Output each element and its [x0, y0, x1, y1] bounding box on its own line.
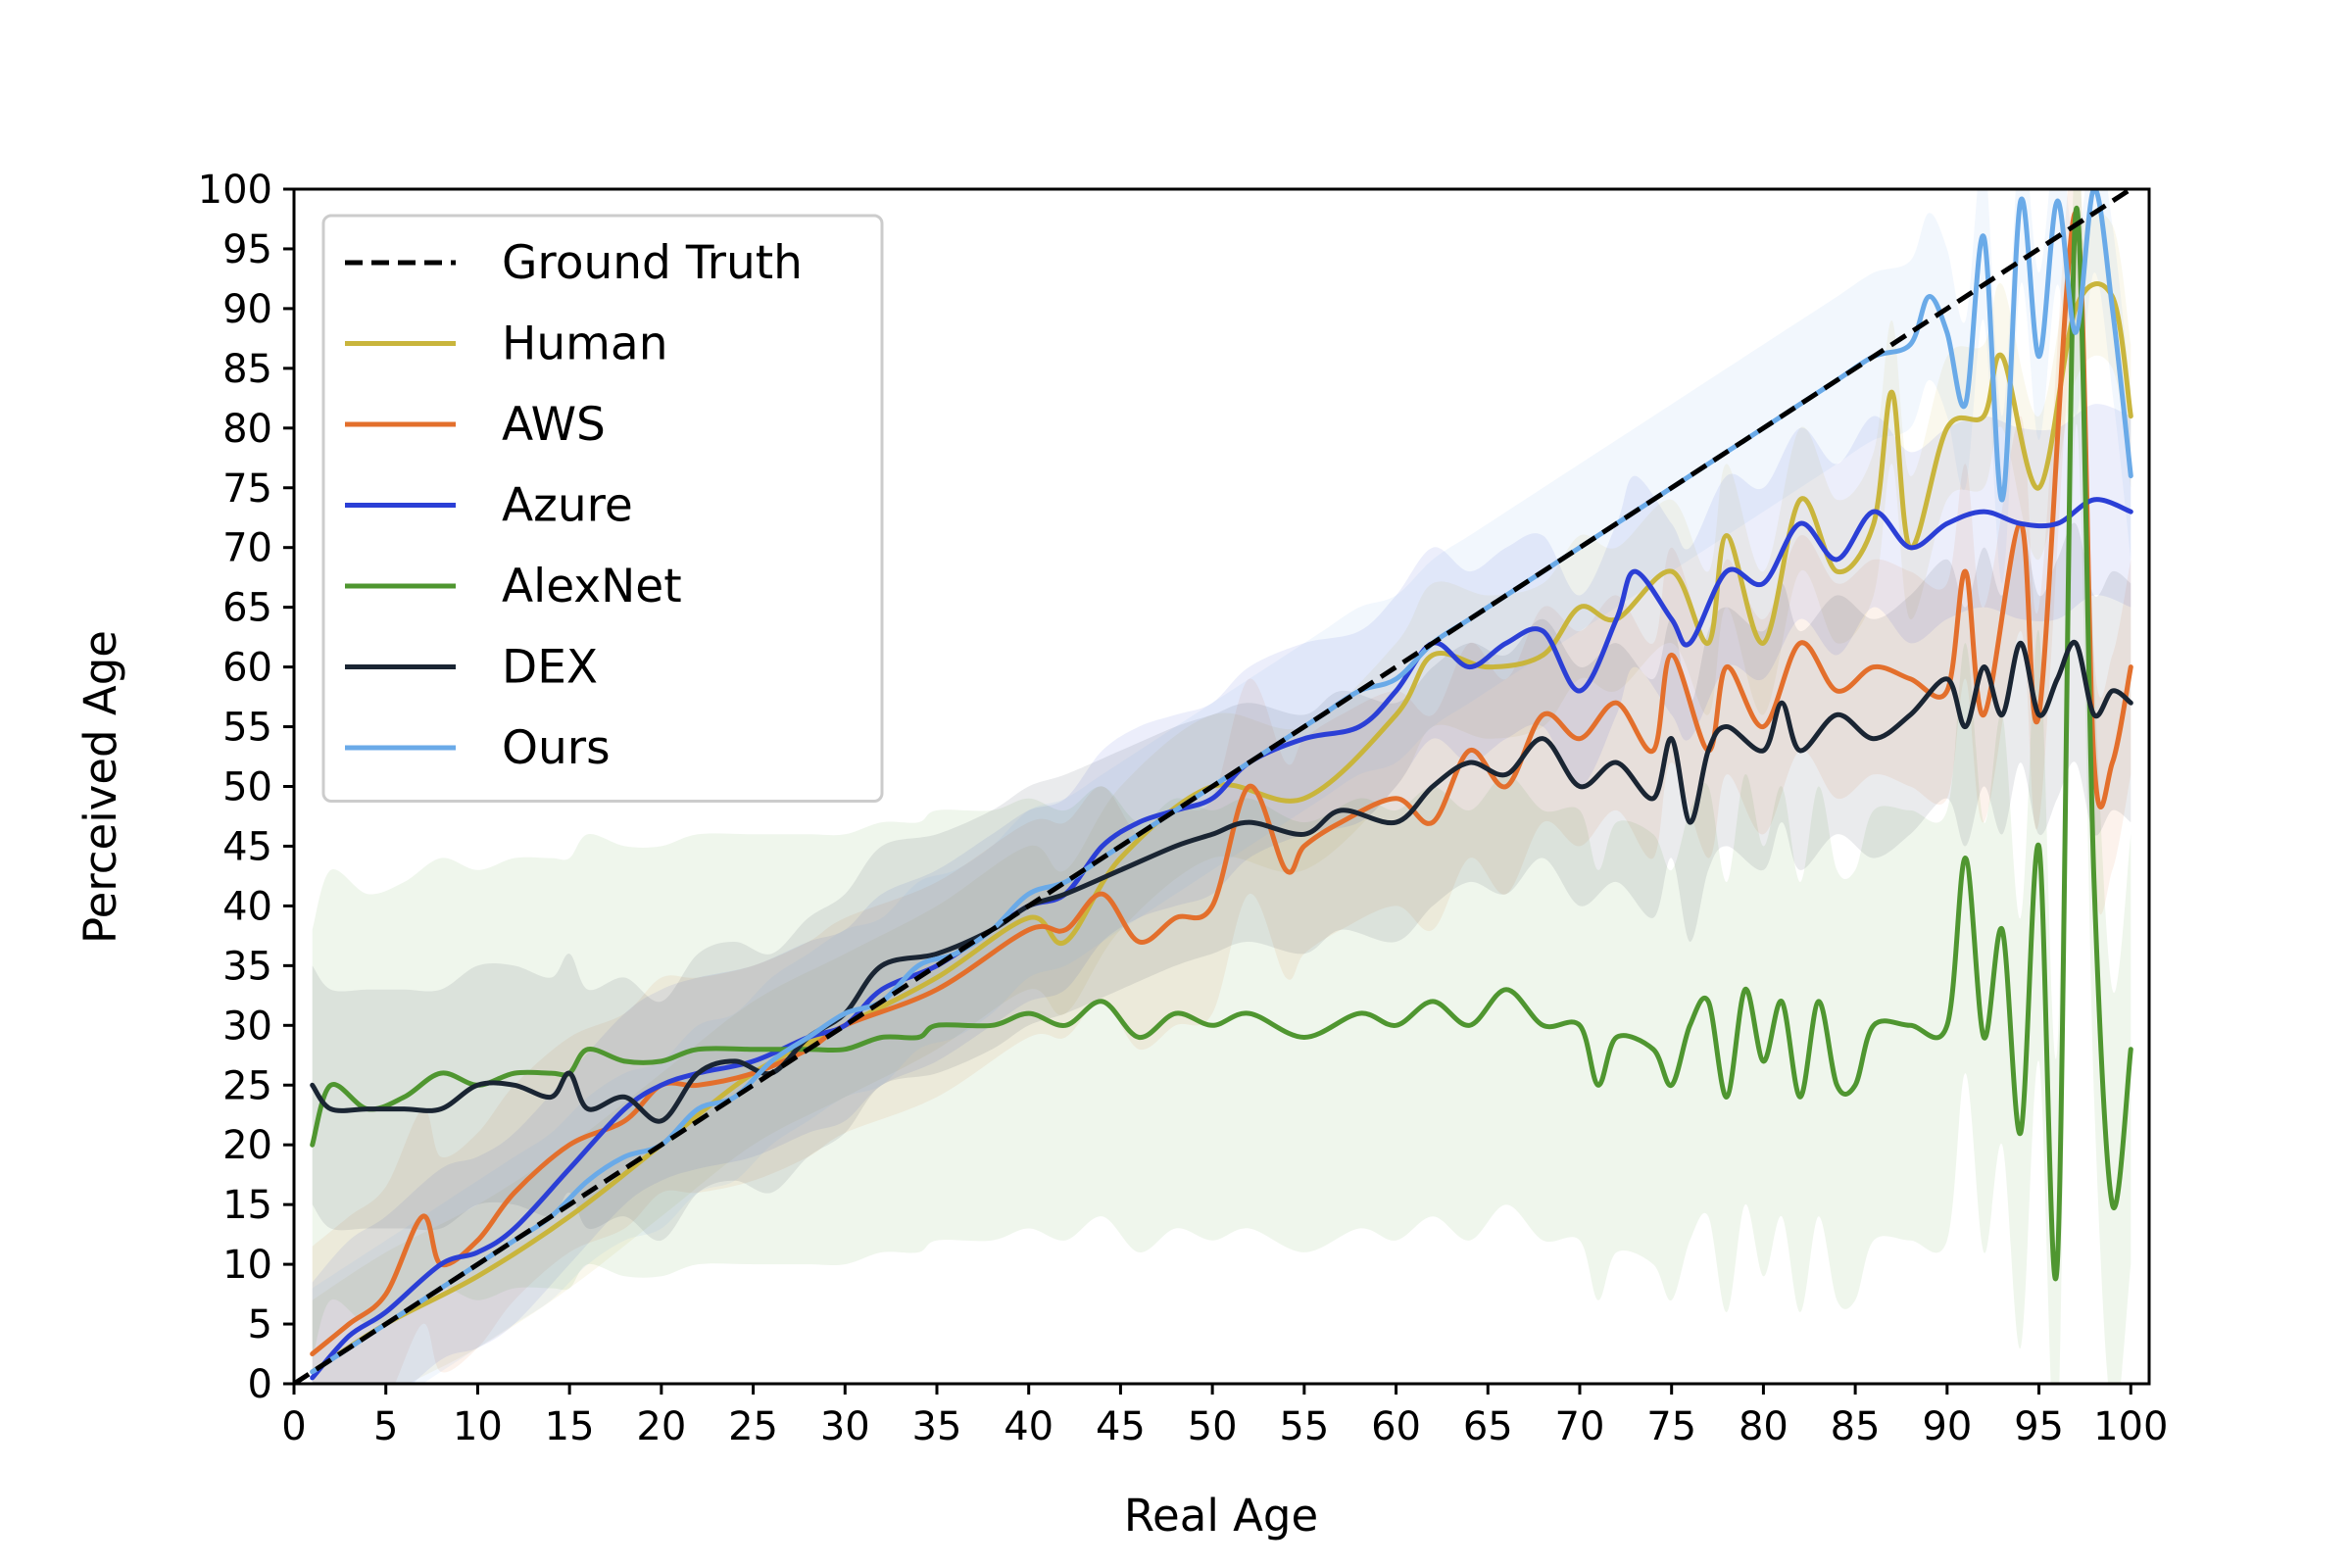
line-azure	[310, 497, 2133, 1381]
x-tick-label: 60	[1371, 1404, 1421, 1449]
x-tick-label: 40	[1004, 1404, 1054, 1449]
y-tick-label: 5	[248, 1302, 272, 1348]
x-tick-label: 35	[912, 1404, 962, 1449]
y-tick-label: 70	[222, 526, 272, 571]
x-tick-label: 30	[820, 1404, 870, 1449]
y-tick-label: 15	[222, 1183, 272, 1228]
x-tick-label: 90	[1922, 1404, 1972, 1449]
x-tick-label: 95	[2014, 1404, 2064, 1449]
x-tick-label: 80	[1739, 1404, 1788, 1449]
y-tick-label: 55	[222, 706, 272, 751]
band-alexnet	[312, 189, 2132, 1384]
y-tick-label: 25	[222, 1063, 272, 1108]
x-tick-label: 10	[453, 1404, 503, 1449]
line-ground-truth	[294, 189, 2132, 1384]
legend-box	[321, 214, 884, 803]
legend: Ground Truth Human AWS Azure AlexNet DEX Ours	[321, 214, 884, 803]
x-tick-label: 85	[1831, 1404, 1881, 1449]
y-tick-label: 35	[222, 944, 272, 989]
y-tick-label: 60	[222, 646, 272, 691]
x-tick-label: 55	[1279, 1404, 1329, 1449]
y-tick-label: 45	[222, 824, 272, 869]
x-tick-label: 75	[1646, 1404, 1696, 1449]
x-tick-label: 65	[1463, 1404, 1513, 1449]
legend-label-azure: Azure	[502, 479, 633, 533]
line-dex	[310, 640, 2133, 1124]
x-tick-label: 15	[545, 1404, 595, 1449]
y-tick-label: 10	[222, 1243, 272, 1288]
x-axis: 0 5 10 15 20 25 30 35 40 45 50 55 60 65 70 75 80 85 90 95 10…	[281, 1384, 2168, 1449]
legend-label-alexnet: AlexNet	[502, 560, 682, 613]
y-tick-label: 100	[198, 168, 272, 213]
band-azure	[312, 404, 2132, 1384]
y-tick-label: 20	[222, 1123, 272, 1168]
legend-label-human: Human	[502, 318, 668, 371]
band-human	[312, 212, 2132, 1384]
y-axis-title: Perceived Age	[74, 630, 126, 944]
x-axis-title: Real Age	[1124, 1490, 1318, 1542]
y-tick-label: 65	[222, 586, 272, 631]
y-tick-label: 90	[222, 287, 272, 332]
legend-label-aws: AWS	[502, 398, 606, 452]
y-tick-label: 80	[222, 407, 272, 452]
y-tick-label: 95	[222, 227, 272, 272]
x-tick-label: 45	[1096, 1404, 1146, 1449]
line-alexnet	[310, 206, 2133, 1281]
x-tick-label: 25	[728, 1404, 778, 1449]
series-lines	[294, 189, 2133, 1384]
y-tick-label: 30	[222, 1004, 272, 1049]
y-axis: 0 5 10 15 20 25 30 35 40 45 50 55 60 65 70 75 80 85 90 95 10…	[198, 168, 294, 1407]
y-tick-label: 40	[222, 884, 272, 929]
y-tick-label: 75	[222, 466, 272, 512]
legend-label-dex: DEX	[502, 641, 598, 695]
x-tick-label: 100	[2093, 1404, 2168, 1449]
x-tick-label: 5	[373, 1404, 398, 1449]
x-tick-label: 70	[1555, 1404, 1605, 1449]
x-tick-label: 20	[636, 1404, 686, 1449]
line-human	[310, 281, 2133, 1375]
y-tick-label: 0	[248, 1362, 272, 1407]
y-tick-label: 50	[222, 765, 272, 810]
legend-label-ours: Ours	[502, 721, 611, 775]
x-tick-label: 0	[281, 1404, 306, 1449]
y-tick-label: 85	[222, 347, 272, 392]
legend-label-ground-truth: Ground Truth	[502, 236, 803, 290]
x-tick-label: 50	[1188, 1404, 1238, 1449]
